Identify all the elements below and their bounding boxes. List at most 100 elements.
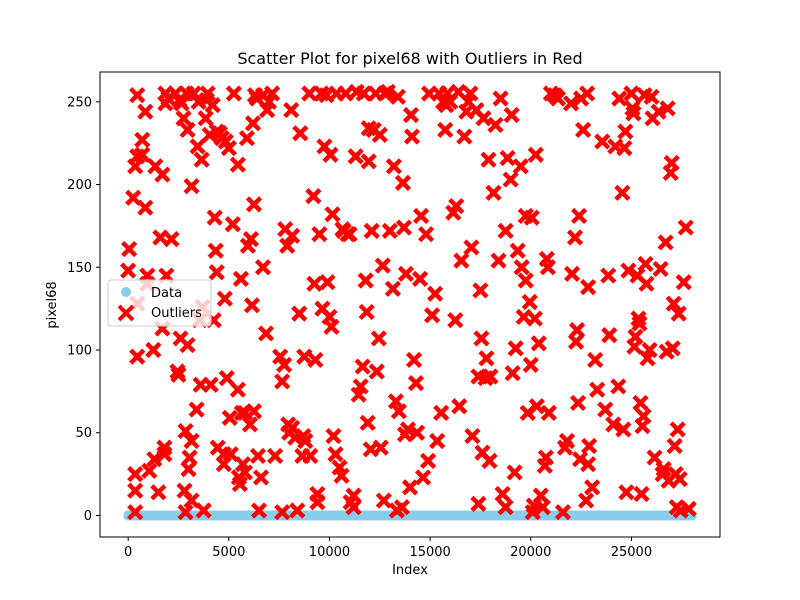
outlier-point [569, 394, 587, 412]
x-tick-label: 5000 [212, 545, 245, 560]
outlier-point [225, 85, 242, 102]
x-tick-label: 15000 [409, 545, 450, 560]
outlier-point [677, 219, 694, 236]
outlier-point [243, 297, 261, 314]
outlier-point [134, 146, 151, 163]
outlier-point [617, 123, 634, 140]
outlier-point [323, 318, 340, 335]
outlier-point [623, 85, 640, 102]
outlier-point [539, 259, 556, 276]
outlier-point [433, 404, 450, 421]
outlier-point [175, 110, 192, 127]
outlier-point [448, 197, 465, 215]
legend-outlier-marker [117, 304, 135, 322]
outlier-point [371, 126, 388, 143]
outlier-point [463, 239, 480, 256]
outlier-point [183, 432, 200, 450]
outlier-point [562, 95, 580, 112]
outlier-point [575, 121, 592, 139]
outlier-point [374, 257, 391, 274]
outlier-point [401, 479, 419, 496]
y-tick-label: 250 [67, 95, 92, 110]
outlier-point [283, 101, 300, 119]
outlier-point [527, 146, 544, 163]
outlier-point [216, 290, 233, 307]
outlier-point [537, 449, 554, 466]
outlier-point [472, 282, 489, 299]
outlier-point [220, 140, 237, 157]
outlier-point [566, 229, 584, 246]
outlier-point [242, 231, 260, 248]
outlier-point [558, 432, 576, 450]
outlier-point [250, 502, 268, 519]
outlier-point [306, 275, 323, 292]
outlier-point [482, 368, 499, 385]
outlier-point [487, 116, 504, 134]
outlier-point [181, 449, 198, 466]
outlier-point [179, 121, 196, 139]
outlier-point [664, 340, 681, 357]
outlier-point [120, 262, 137, 279]
outlier-point [620, 262, 637, 279]
outlier-point [229, 381, 246, 398]
outlier-point [244, 115, 262, 132]
outlier-point [643, 88, 660, 105]
outlier-point [534, 499, 551, 516]
outlier-point [129, 348, 146, 365]
outlier-point [632, 394, 649, 412]
outlier-point [221, 409, 238, 426]
outlier-point [276, 356, 293, 373]
outlier-point [195, 502, 212, 519]
outlier-point [522, 356, 539, 373]
outlier-point [322, 146, 339, 163]
outlier-point [264, 85, 281, 102]
outlier-point [202, 376, 219, 393]
x-tick-label: 20000 [510, 545, 551, 560]
outlier-point [462, 85, 479, 102]
outlier-point [657, 234, 674, 251]
outlier-point [206, 209, 223, 226]
outlier-point [134, 131, 151, 148]
outlier-point [359, 414, 376, 431]
outlier-point [615, 421, 632, 438]
outlier-point [197, 110, 214, 127]
outlier-point [669, 421, 686, 438]
outlier-point [207, 242, 224, 259]
outlier-point [325, 427, 342, 445]
outlier-point [183, 492, 200, 509]
outlier-point [513, 259, 530, 276]
outlier-point [129, 87, 146, 104]
outlier-point [296, 348, 313, 365]
legend-box [107, 279, 212, 327]
outlier-point [272, 348, 289, 365]
outlier-point [284, 227, 301, 244]
outlier-point [655, 461, 672, 478]
y-tick-label: 150 [67, 261, 92, 276]
outlier-point [554, 504, 572, 521]
outlier-point [208, 264, 225, 281]
outlier-point [127, 482, 144, 499]
outlier-point [507, 340, 524, 357]
outlier-point [665, 295, 682, 312]
outlier-point [311, 226, 328, 243]
outlier-point [204, 97, 221, 114]
outlier-point [580, 456, 597, 473]
outlier-point [137, 199, 154, 216]
outlier-point [414, 469, 432, 486]
outlier-point [368, 363, 385, 380]
outlier-point [424, 307, 441, 324]
outlier-point [385, 158, 402, 175]
y-axis-title: pixel68 [45, 281, 60, 328]
outlier-point [611, 90, 628, 107]
x-tick-label: 25000 [611, 545, 652, 560]
legend-data-label: Data [151, 286, 182, 301]
outlier-point [475, 110, 492, 127]
outlier-point [354, 358, 371, 375]
outlier-point [437, 121, 454, 139]
outlier-point [464, 427, 481, 445]
outlier-point [267, 447, 284, 465]
outlier-point [492, 90, 509, 107]
plot-area [99, 71, 721, 538]
y-axis: 0 50 100 150 200 250 [67, 95, 100, 524]
outlier-point [530, 335, 547, 352]
